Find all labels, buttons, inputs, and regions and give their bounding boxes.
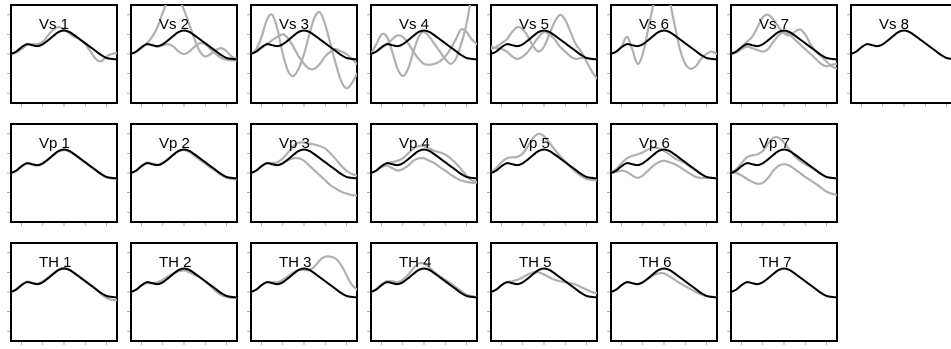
reference-curve <box>131 267 237 299</box>
reference-curve <box>491 148 597 180</box>
variant-curve <box>251 33 357 71</box>
panel-vs-6: Vs 6 <box>607 4 718 107</box>
variant-curve <box>731 163 837 197</box>
variant-curve <box>371 5 471 78</box>
panel-vs-3: Vs 3 <box>247 4 358 107</box>
panel-title: Vs 6 <box>639 16 669 33</box>
panel-th-6: TH 6 <box>607 242 718 345</box>
panel-title: Vs 5 <box>519 16 549 33</box>
panel-vp-4: Vp 4 <box>367 123 478 226</box>
panel-th-7: TH 7 <box>727 242 838 345</box>
reference-curve <box>731 29 837 61</box>
reference-curve <box>11 29 117 61</box>
panel-title: Vs 7 <box>759 16 789 33</box>
reference-curve <box>11 148 117 180</box>
reference-curve <box>371 29 477 61</box>
panel-title: Vp 1 <box>39 135 70 152</box>
panel-th-5: TH 5 <box>487 242 598 345</box>
panel-title: Vs 3 <box>279 16 309 33</box>
reference-curve <box>851 29 951 60</box>
panel-th-1: TH 1 <box>7 242 118 345</box>
reference-curve <box>611 267 717 299</box>
variant-curve <box>491 132 597 182</box>
panel-title: Vs 4 <box>399 16 429 33</box>
panel-vs-5: Vs 5 <box>487 4 598 107</box>
panel-vs-7: Vs 7 <box>727 4 838 107</box>
panel-title: Vs 2 <box>159 16 189 33</box>
panel-th-4: TH 4 <box>367 242 478 345</box>
panel-vp-5: Vp 5 <box>487 123 598 226</box>
variant-curve <box>491 13 597 80</box>
panel-title: Vp 5 <box>519 135 550 152</box>
variant-curve <box>371 261 477 298</box>
panel-title: TH 1 <box>39 254 72 271</box>
reference-curve <box>731 267 837 299</box>
panel-title: Vs 1 <box>39 16 69 33</box>
panel-title: Vp 3 <box>279 135 310 152</box>
reference-curve <box>731 148 837 180</box>
panel-title: TH 3 <box>279 254 312 271</box>
reference-curve <box>611 29 717 61</box>
panel-vs-4: Vs 4 <box>367 4 478 107</box>
reference-curve <box>371 267 477 299</box>
panel-title: Vp 2 <box>159 135 190 152</box>
panel-vs-8: Vs 8 <box>847 4 951 107</box>
variant-curve <box>611 5 717 70</box>
panel-vp-1: Vp 1 <box>7 123 118 226</box>
variant-curve <box>371 156 477 184</box>
panel-title: Vp 4 <box>399 135 430 152</box>
variant-curve <box>371 28 477 66</box>
panel-vs-1: Vs 1 <box>7 4 118 107</box>
panel-title: Vp 7 <box>759 135 790 152</box>
panel-th-3: TH 3 <box>247 242 358 345</box>
reference-curve <box>491 29 597 61</box>
panel-title: TH 5 <box>519 254 552 271</box>
reference-curve <box>251 148 357 180</box>
reference-curve <box>251 29 357 61</box>
panel-title: TH 7 <box>759 254 792 271</box>
variant-curve <box>491 30 597 61</box>
variant-curve <box>131 5 237 60</box>
reference-curve <box>611 148 717 180</box>
panel-title: TH 6 <box>639 254 672 271</box>
panel-vp-2: Vp 2 <box>127 123 238 226</box>
variant-curve <box>731 30 837 68</box>
variant-curve <box>251 10 357 90</box>
reference-curve <box>11 267 117 299</box>
variant-curve <box>611 159 717 180</box>
panel-vp-6: Vp 6 <box>607 123 718 226</box>
panel-title: TH 2 <box>159 254 192 271</box>
reference-curve <box>371 148 477 180</box>
panel-vs-2: Vs 2 <box>127 4 238 107</box>
panel-title: Vp 6 <box>639 135 670 152</box>
reference-curve <box>491 267 597 299</box>
reference-curve <box>251 267 357 299</box>
panel-vp-3: Vp 3 <box>247 123 358 226</box>
reference-curve <box>131 148 237 180</box>
panel-title: Vs 8 <box>879 16 909 33</box>
panel-title: TH 4 <box>399 254 432 271</box>
panel-vp-7: Vp 7 <box>727 123 838 226</box>
panel-frame <box>850 4 951 104</box>
reference-curve <box>131 29 237 61</box>
panel-th-2: TH 2 <box>127 242 238 345</box>
